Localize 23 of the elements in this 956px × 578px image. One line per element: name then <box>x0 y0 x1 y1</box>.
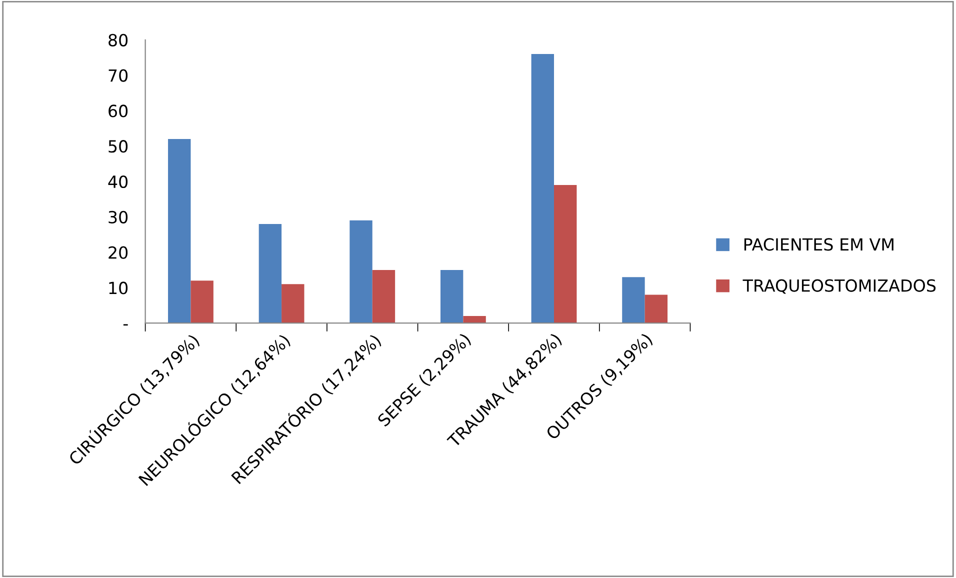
y-tick-label: 80 <box>108 34 128 46</box>
bar <box>372 270 396 324</box>
y-tick-label: 70 <box>108 69 128 82</box>
y-tick-label: - <box>123 324 128 326</box>
bar <box>554 185 577 324</box>
bar <box>258 224 282 324</box>
bar <box>168 139 191 324</box>
y-tick-label: 60 <box>108 104 128 118</box>
y-tick-label: 20 <box>108 246 128 259</box>
bar <box>282 284 304 324</box>
bar <box>531 54 554 324</box>
legend-label: PACIENTES EM VM <box>744 238 894 251</box>
bar <box>350 220 372 324</box>
bar <box>622 277 645 324</box>
y-tick-label: 40 <box>108 175 128 188</box>
bar <box>190 280 214 324</box>
bar <box>644 294 668 324</box>
legend-label: TRAQUEOSTOMIZADOS <box>742 279 936 294</box>
y-tick-label: 30 <box>108 210 128 224</box>
bar <box>440 270 464 324</box>
bar <box>463 316 486 324</box>
y-tick-label: 10 <box>109 282 128 294</box>
y-tick-label: 50 <box>108 140 128 153</box>
